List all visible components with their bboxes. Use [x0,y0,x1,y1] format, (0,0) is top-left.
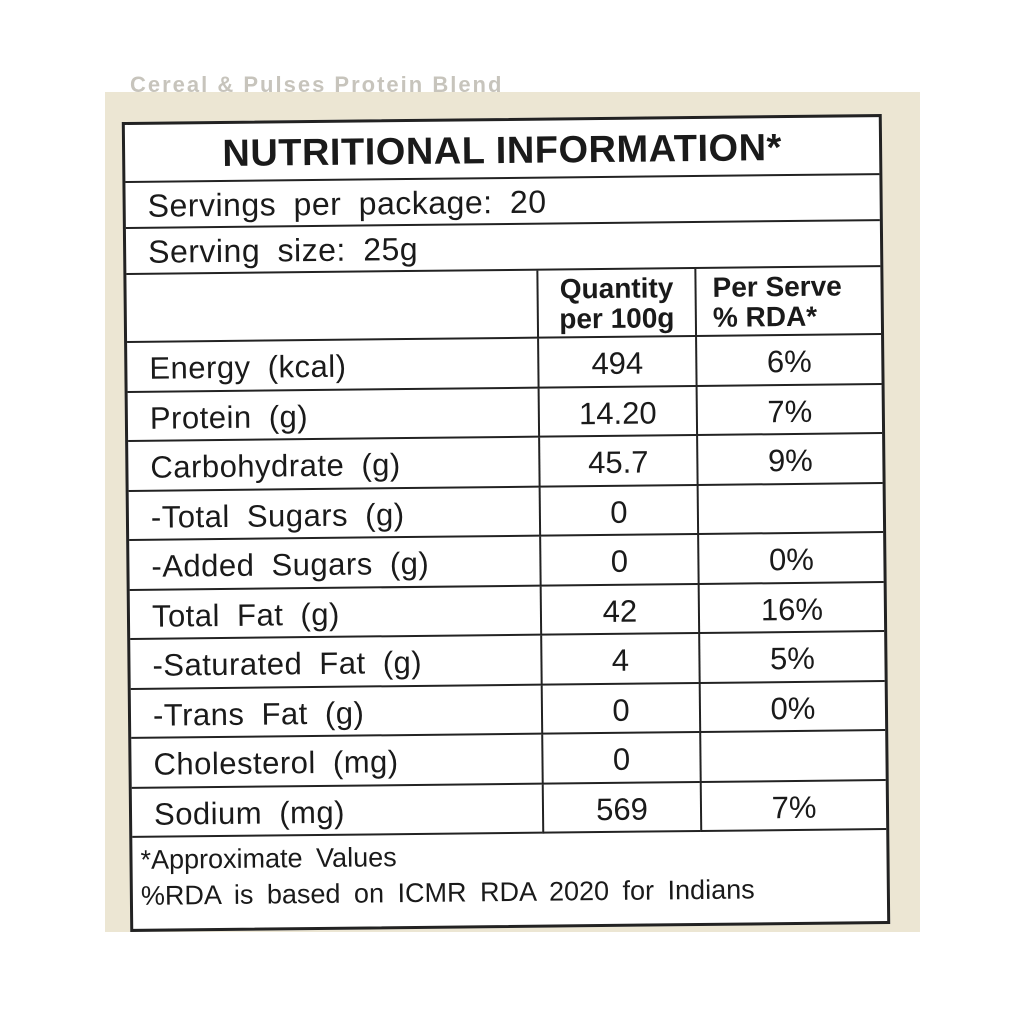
table-row-nutrient: Total Fat (g) [129,586,541,640]
table-row-rda: 0% [698,681,886,733]
table-row-rda: 7% [699,780,887,832]
table-row-nutrient: Protein (g) [127,388,539,442]
table-row-nutrient: Cholesterol (mg) [131,734,542,789]
label-title: NUTRITIONAL INFORMATION* [124,117,880,183]
table-row-nutrient: -Total Sugars (g) [128,487,540,541]
table-row-rda [699,731,886,783]
table-row-quantity: 4 [540,633,699,686]
nutrient-table: Quantity per 100g Per Serve % RDA* Energ… [126,267,887,838]
table-row-quantity: 45.7 [538,436,697,488]
header-nutrient [126,270,538,343]
table-row-rda [696,483,884,535]
table-row-quantity: 0 [541,732,700,785]
table-row-rda: 6% [695,335,882,387]
table-row-rda: 0% [697,533,884,585]
table-row-quantity: 0 [539,534,698,587]
header-quantity: Quantity per 100g [536,269,696,339]
table-row-nutrient: Sodium (mg) [131,784,543,838]
table-row-rda: 7% [695,384,883,437]
table-row-nutrient: Energy (kcal) [127,338,538,393]
table-row-quantity: 494 [537,337,696,389]
nutrition-label: NUTRITIONAL INFORMATION* Servings per pa… [121,114,891,932]
header-quantity-line2: per 100g [559,302,675,335]
header-rda-line1: Per Serve [712,270,842,303]
package-top-text: Cereal & Pulses Protein Blend [130,72,504,94]
footnote-rda-basis: %RDA is based on ICMR RDA 2020 for India… [140,874,755,911]
table-row-quantity: 14.20 [537,386,697,438]
table-row-rda: 5% [698,632,885,684]
servings-per-package: Servings per package: 20 [125,175,880,229]
table-row-nutrient: Carbohydrate (g) [128,437,539,492]
table-row-quantity: 0 [540,683,700,735]
header-rda-line2: % RDA* [712,300,818,333]
header-rda: Per Serve % RDA* [694,267,882,338]
table-row-rda: 9% [696,434,883,486]
table-row-nutrient: -Added Sugars (g) [129,536,540,591]
header-quantity-line1: Quantity [559,272,674,305]
table-row-quantity: 0 [538,485,698,537]
serving-size: Serving size: 25g [125,221,881,275]
table-row-quantity: 569 [541,782,701,834]
table-row-rda: 16% [697,582,885,634]
table-row-nutrient: -Trans Fat (g) [130,685,542,739]
footnotes: *Approximate Values %RDA is based on ICM… [132,830,887,914]
table-row-quantity: 42 [539,584,699,636]
table-row-nutrient: -Saturated Fat (g) [130,635,541,690]
